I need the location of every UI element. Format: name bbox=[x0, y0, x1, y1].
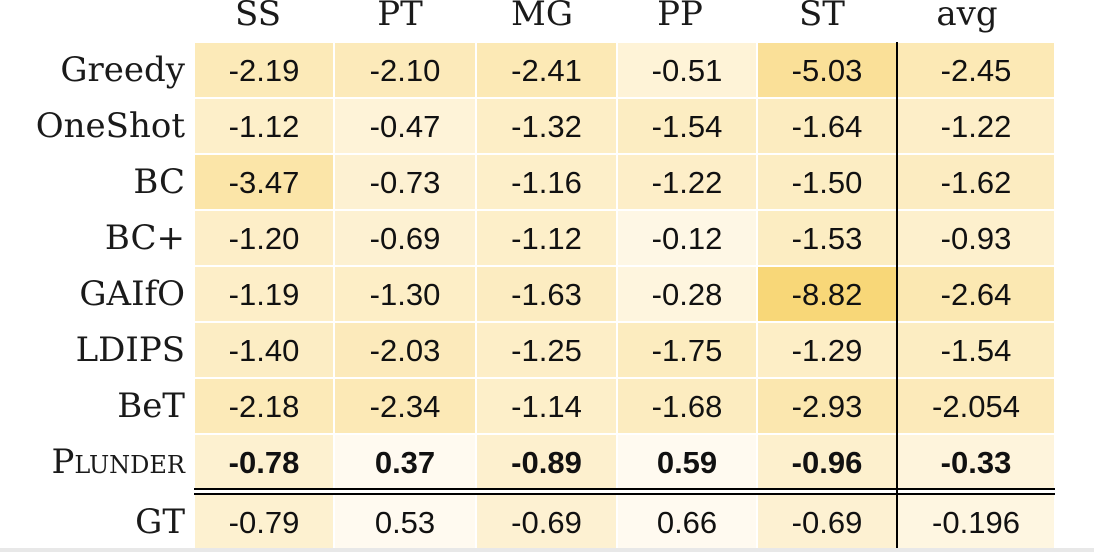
cell-plunder-ss: -0.78 bbox=[194, 434, 334, 490]
row-label-plunder: Plunder bbox=[51, 442, 185, 482]
cell-bc--pt: -0.69 bbox=[334, 210, 476, 266]
cell-greedy-mg: -2.41 bbox=[476, 42, 617, 98]
cell-oneshot-pp: -1.54 bbox=[617, 98, 757, 154]
cell-bet-pp: -1.68 bbox=[617, 378, 757, 434]
cell-plunder-mg: -0.89 bbox=[476, 434, 617, 490]
cell-oneshot-mg: -1.32 bbox=[476, 98, 617, 154]
avg-separator-line bbox=[896, 42, 898, 550]
cell-bc--mg: -1.12 bbox=[476, 210, 617, 266]
cell-bc--avg: -0.93 bbox=[897, 210, 1055, 266]
cell-gt-pp: 0.66 bbox=[617, 494, 757, 550]
cell-ldips-pp: -1.75 bbox=[617, 322, 757, 378]
cell-plunder-st: -0.96 bbox=[757, 434, 897, 490]
column-header-st: ST bbox=[799, 0, 845, 34]
cell-bc-ss: -3.47 bbox=[194, 154, 334, 210]
cell-bc-pt: -0.73 bbox=[334, 154, 476, 210]
row-label-ldips: LDIPS bbox=[75, 330, 185, 370]
column-header-pt: PT bbox=[377, 0, 423, 34]
cell-bet-st: -2.93 bbox=[757, 378, 897, 434]
bottom-border bbox=[0, 548, 1094, 552]
cell-plunder-pt: 0.37 bbox=[334, 434, 476, 490]
cell-bet-avg: -2.054 bbox=[897, 378, 1055, 434]
cell-ldips-ss: -1.40 bbox=[194, 322, 334, 378]
cell-gaifo-pt: -1.30 bbox=[334, 266, 476, 322]
cell-gt-ss: -0.79 bbox=[194, 494, 334, 550]
row-label-gt: GT bbox=[135, 502, 185, 542]
cell-gaifo-mg: -1.63 bbox=[476, 266, 617, 322]
cell-bet-mg: -1.14 bbox=[476, 378, 617, 434]
cell-bc--pp: -0.12 bbox=[617, 210, 757, 266]
gt-double-rule-2 bbox=[194, 493, 1055, 495]
cell-bet-ss: -2.18 bbox=[194, 378, 334, 434]
cell-greedy-st: -5.03 bbox=[757, 42, 897, 98]
cell-bc-st: -1.50 bbox=[757, 154, 897, 210]
cell-oneshot-st: -1.64 bbox=[757, 98, 897, 154]
cell-oneshot-ss: -1.12 bbox=[194, 98, 334, 154]
cell-greedy-ss: -2.19 bbox=[194, 42, 334, 98]
cell-gaifo-ss: -1.19 bbox=[194, 266, 334, 322]
row-label-greedy: Greedy bbox=[60, 50, 185, 90]
cell-plunder-pp: 0.59 bbox=[617, 434, 757, 490]
gt-double-rule-1 bbox=[194, 488, 1055, 490]
cell-gt-avg: -0.196 bbox=[897, 494, 1055, 550]
cell-bc-avg: -1.62 bbox=[897, 154, 1055, 210]
row-label-gaifo: GAIfO bbox=[79, 274, 185, 314]
cell-greedy-avg: -2.45 bbox=[897, 42, 1055, 98]
cell-gaifo-avg: -2.64 bbox=[897, 266, 1055, 322]
cell-plunder-avg: -0.33 bbox=[897, 434, 1055, 490]
cell-gt-pt: 0.53 bbox=[334, 494, 476, 550]
cell-bc-pp: -1.22 bbox=[617, 154, 757, 210]
cell-ldips-pt: -2.03 bbox=[334, 322, 476, 378]
cell-gaifo-st: -8.82 bbox=[757, 266, 897, 322]
cell-ldips-avg: -1.54 bbox=[897, 322, 1055, 378]
cell-greedy-pt: -2.10 bbox=[334, 42, 476, 98]
row-label-bet: BeT bbox=[117, 386, 185, 426]
cell-bc--ss: -1.20 bbox=[194, 210, 334, 266]
column-header-ss: SS bbox=[235, 0, 281, 34]
column-header-avg: avg bbox=[936, 0, 998, 34]
cell-gt-mg: -0.69 bbox=[476, 494, 617, 550]
row-label-bc: BC bbox=[133, 162, 185, 202]
column-header-pp: PP bbox=[657, 0, 703, 34]
cell-gt-st: -0.69 bbox=[757, 494, 897, 550]
cell-greedy-pp: -0.51 bbox=[617, 42, 757, 98]
row-label-bc-: BC+ bbox=[104, 218, 185, 258]
column-header-mg: MG bbox=[511, 0, 573, 34]
cell-bet-pt: -2.34 bbox=[334, 378, 476, 434]
cell-ldips-mg: -1.25 bbox=[476, 322, 617, 378]
cell-gaifo-pp: -0.28 bbox=[617, 266, 757, 322]
cell-bc-mg: -1.16 bbox=[476, 154, 617, 210]
cell-ldips-st: -1.29 bbox=[757, 322, 897, 378]
row-label-oneshot: OneShot bbox=[35, 106, 185, 146]
cell-oneshot-pt: -0.47 bbox=[334, 98, 476, 154]
cell-bc--st: -1.53 bbox=[757, 210, 897, 266]
cell-oneshot-avg: -1.22 bbox=[897, 98, 1055, 154]
